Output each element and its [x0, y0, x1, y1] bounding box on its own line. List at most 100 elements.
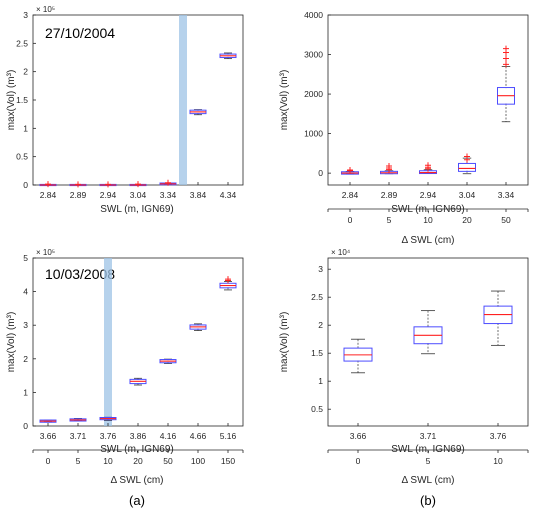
outlier-marker: [503, 45, 509, 52]
y-tick-label: 1: [318, 376, 323, 386]
box-plot-3.84: [189, 109, 207, 116]
x-tick-label: 3.71: [420, 431, 437, 441]
box-plot-2.94: [419, 162, 437, 175]
plot-frame: [32, 257, 244, 427]
outlier-marker: [135, 181, 141, 188]
x2-tick-label: 50: [163, 456, 173, 466]
y-tick-label: 1.5: [16, 95, 28, 105]
y-tick-label: 0: [318, 168, 323, 178]
x-tick-label: 4.66: [190, 431, 207, 441]
x-tick-label: 2.89: [381, 190, 398, 200]
x-tick-label: 2.84: [342, 190, 359, 200]
x2-tick-label: 10: [493, 456, 503, 466]
y-tick-label: 2: [23, 354, 28, 364]
box-plot-4.16: [159, 358, 177, 364]
outlier-marker: [503, 55, 509, 62]
x-axis-label: SWL (m, IGN69): [100, 444, 174, 455]
panel-a-bottom: 10/03/2008 × 10⁵ SWL (m, IGN69) Δ SWL (c…: [6, 248, 244, 486]
x2-tick-label: 20: [133, 456, 143, 466]
y-axis-label: max(Vol) (m³): [279, 70, 290, 131]
highlight-band: [179, 15, 187, 185]
panel-b-bottom: × 10⁴ SWL (m, IGN69) Δ SWL (cm) max(Vol)…: [279, 248, 529, 486]
box-plot-2.84: [341, 166, 359, 175]
box-plot-3.76: [99, 416, 117, 421]
x2-tick-label: 5: [76, 456, 81, 466]
subfigure-label-a: (a): [129, 493, 145, 508]
x-tick-label: 3.71: [70, 431, 87, 441]
x2-tick-label: 10: [423, 215, 433, 225]
annotation-date: 27/10/2004: [45, 25, 115, 41]
x-axis-label: SWL (m, IGN69): [100, 204, 174, 215]
y-tick-label: 0.5: [311, 404, 323, 414]
y-axis-label: max(Vol) (m³): [6, 312, 17, 373]
outlier-marker: [503, 61, 509, 68]
highlight-band: [104, 258, 112, 426]
x-tick-label: 3.34: [498, 190, 515, 200]
outlier-marker: [225, 276, 231, 283]
annotation-date: 10/03/2008: [45, 266, 115, 282]
x-tick-label: 3.66: [350, 431, 367, 441]
box-plot-2.89: [69, 181, 87, 188]
box-plot-3.86: [129, 377, 147, 386]
y-tick-label: 3: [23, 320, 28, 330]
x2-axis-label: Δ SWL (cm): [402, 475, 455, 486]
x2-tick-label: 0: [348, 215, 353, 225]
x2-tick-label: 5: [426, 456, 431, 466]
y-tick-label: 2: [23, 67, 28, 77]
y-tick-label: 3: [318, 264, 323, 274]
y-exponent: × 10⁵: [36, 5, 55, 14]
y-tick-label: 4000: [304, 10, 323, 20]
x-tick-label: 2.94: [100, 190, 117, 200]
outlier-marker: [105, 181, 111, 188]
box-iqr: [458, 162, 476, 172]
box-plot-3.34: [159, 179, 177, 186]
outlier-marker: [45, 181, 51, 188]
y-axis-label: max(Vol) (m³): [6, 70, 17, 131]
x-tick-label: 3.84: [190, 190, 207, 200]
outlier-marker: [425, 162, 431, 169]
x2-tick-label: 100: [191, 456, 205, 466]
x-tick-label: 3.76: [100, 431, 117, 441]
x-tick-label: 3.34: [160, 190, 177, 200]
x-tick-label: 2.84: [40, 190, 57, 200]
y-exponent: × 10⁴: [331, 248, 351, 257]
y-tick-label: 1: [23, 123, 28, 133]
y-tick-label: 1: [23, 387, 28, 397]
box-plot-2.89: [380, 163, 398, 175]
x-tick-label: 3.76: [490, 431, 507, 441]
x2-axis-label: Δ SWL (cm): [111, 475, 164, 486]
box-plot-3.66: [39, 419, 57, 423]
x-axis-label: SWL (m, IGN69): [391, 444, 465, 455]
box-plot-3.04: [458, 153, 476, 175]
plot-frame: [327, 257, 529, 427]
y-tick-label: 2.5: [311, 292, 323, 302]
y-tick-label: 2000: [304, 89, 323, 99]
x2-tick-label: 150: [221, 456, 235, 466]
x2-axis-label: Δ SWL (cm): [402, 235, 455, 246]
plot-frame: [327, 14, 529, 186]
panel-b-top: SWL (m, IGN69) Δ SWL (cm) max(Vol) (m³) …: [279, 10, 529, 246]
y-tick-label: 3: [23, 10, 28, 20]
box-plot-3.76: [483, 290, 513, 346]
x-tick-label: 3.86: [130, 431, 147, 441]
box-plot-3.66: [343, 338, 373, 374]
y-tick-label: 4: [23, 287, 28, 297]
box-plot-2.84: [39, 181, 57, 188]
box-plot-3.34: [497, 45, 515, 123]
x2-tick-label: 20: [462, 215, 472, 225]
y-tick-label: 0: [23, 421, 28, 431]
box-plot-4.66: [189, 323, 207, 331]
x2-tick-label: 10: [103, 456, 113, 466]
y-exponent: × 10⁵: [36, 248, 55, 257]
x-tick-label: 3.04: [130, 190, 147, 200]
x-tick-label: 4.34: [220, 190, 237, 200]
box-plot-5.16: [219, 276, 237, 291]
plot-frame: [32, 14, 244, 186]
x2-tick-label: 0: [356, 456, 361, 466]
subfigure-label-b: (b): [420, 493, 436, 508]
x2-tick-label: 50: [501, 215, 511, 225]
y-tick-label: 5: [23, 253, 28, 263]
outlier-marker: [165, 179, 171, 186]
y-tick-label: 3000: [304, 50, 323, 60]
